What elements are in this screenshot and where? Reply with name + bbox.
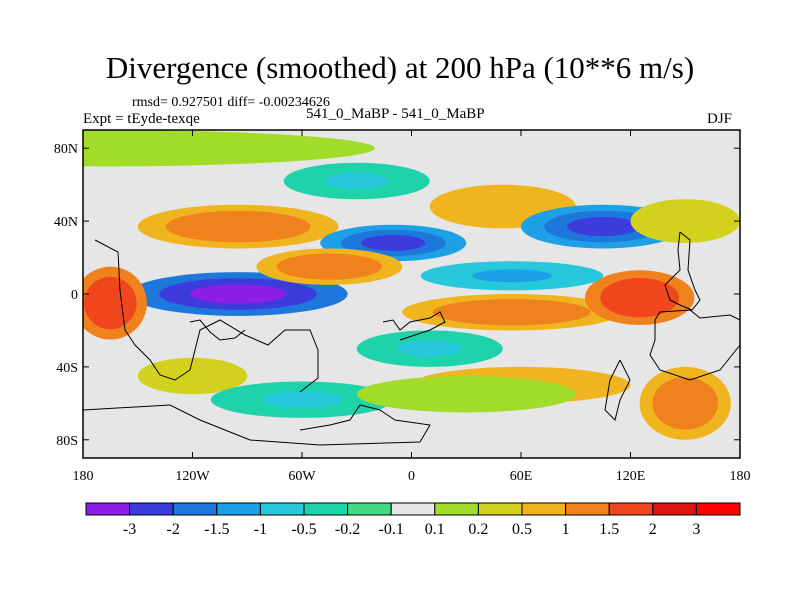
x-tick-label: 120W [175, 469, 210, 484]
colorbar: -3 -2 -1.5 -1 -0.5 -0.2 -0.1 0.1 0.2 0.5 1 1.5 2 3 [85, 502, 741, 538]
colorbar-label: 1 [562, 521, 570, 538]
case-label: 541_0_MaBP - 541_0_MaBP [306, 106, 485, 122]
field-eastern-pacific-low-level-2 [189, 284, 287, 304]
colorbar-swatch [477, 502, 523, 516]
colorbar-label: 0.5 [512, 521, 532, 538]
coastline-asia-east [664, 231, 701, 311]
colorbar-swatch [434, 502, 479, 516]
colorbar-swatch [216, 502, 261, 516]
colorbar-label: -0.1 [379, 521, 404, 538]
field-indian-ocean-low-level-2 [471, 269, 553, 283]
colorbar-swatch [652, 502, 697, 516]
x-tick-label: 0 [408, 469, 415, 484]
colorbar-swatch [85, 502, 131, 516]
x-tick-label: 60W [288, 469, 316, 484]
field-north-pacific-east-level-2 [661, 211, 710, 231]
colorbar-label: 0.2 [468, 521, 488, 538]
colorbar-label: -0.5 [291, 521, 316, 538]
colorbar-label: 0.1 [425, 521, 445, 538]
colorbar-swatch [608, 502, 654, 516]
field-pacific-high-west-level-2 [94, 287, 127, 320]
coastline-australia [649, 309, 740, 381]
chart-title: Divergence (smoothed) at 200 hPa (10**6 … [105, 50, 695, 85]
y-tick-label: 0 [71, 288, 78, 303]
contour-fields [83, 130, 740, 440]
y-tick-label: 80N [54, 142, 78, 157]
coastline-south-america [94, 239, 319, 393]
field-arctic-anomaly-level-2 [83, 140, 222, 157]
colorbar-swatch [347, 502, 392, 516]
y-tick-label: 80S [56, 434, 78, 449]
colorbar-swatch [172, 502, 218, 516]
field-north-pacific-high-level-2 [193, 216, 283, 237]
colorbar-label: -3 [123, 521, 136, 538]
field-east-asia-low-level-2 [566, 216, 640, 237]
field-north-pacific-ring-level-2 [324, 173, 389, 190]
colorbar-label: -0.2 [335, 521, 360, 538]
colorbar-swatch [521, 502, 567, 516]
field-maritime-continent-high-level-2 [615, 285, 664, 310]
field-southern-high-level-2 [665, 387, 706, 420]
axis-ticks: 180 120W 60W 0 60E 120E 180 80N 40N 0 40S 80S [54, 130, 751, 484]
x-tick-label: 180 [73, 469, 94, 484]
field-atlantic-equator-high-level-2 [297, 258, 362, 275]
colorbar-label: 2 [649, 521, 657, 538]
field-eurasia-high-level-2 [470, 196, 535, 217]
colorbar-label: 1.5 [599, 521, 619, 538]
coastlines [83, 231, 740, 446]
colorbar-swatch [259, 502, 305, 516]
colorbar-swatch [565, 502, 610, 516]
field-indian-ocean-high-level-2 [463, 304, 561, 321]
coastline-antarctica [83, 404, 431, 446]
coastline-africa [382, 311, 446, 341]
experiment-label: Expt = tEyde-texqe [83, 111, 200, 127]
coastline-pacific-islands [189, 319, 246, 341]
y-tick-label: 40N [54, 215, 78, 230]
x-tick-label: 180 [730, 469, 751, 484]
colorbar-label: -1 [254, 521, 267, 538]
field-south-ocean-blue-level-2 [397, 340, 462, 357]
colorbar-swatch [303, 502, 349, 516]
colorbar-label: -2 [167, 521, 180, 538]
x-tick-label: 60E [510, 469, 533, 484]
season-label: DJF [707, 111, 733, 127]
colorbar-swatch [129, 502, 174, 516]
field-southern-green-level-2 [418, 386, 515, 403]
colorbar-swatch [695, 502, 741, 516]
y-tick-label: 40S [56, 361, 78, 376]
colorbar-label: 3 [692, 521, 700, 538]
rmsd-diff-stats: rmsd= 0.927501 diff= -0.00234626 [132, 95, 330, 110]
coastline-indian-ocean [604, 359, 631, 421]
field-south-pacific-low-level-2 [168, 367, 217, 385]
x-tick-label: 120E [616, 469, 646, 484]
colorbar-swatch [390, 502, 436, 516]
field-north-atlantic-low-level-2 [361, 234, 426, 251]
colorbar-label: -1.5 [204, 521, 229, 538]
field-antarctic-blue-level-2 [261, 391, 343, 408]
